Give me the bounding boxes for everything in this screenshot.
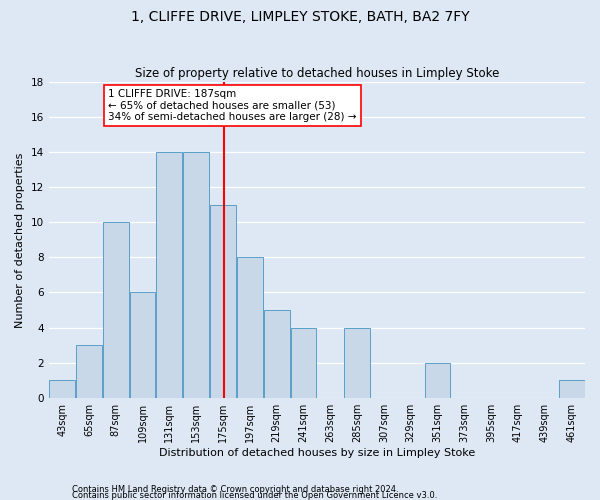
Text: Contains public sector information licensed under the Open Government Licence v3: Contains public sector information licen… [72,490,437,500]
Y-axis label: Number of detached properties: Number of detached properties [15,152,25,328]
Text: Contains HM Land Registry data © Crown copyright and database right 2024.: Contains HM Land Registry data © Crown c… [72,484,398,494]
Bar [425,362,451,398]
Bar [237,258,263,398]
Bar [559,380,584,398]
Bar [49,380,75,398]
Bar [263,310,290,398]
Bar [210,205,236,398]
X-axis label: Distribution of detached houses by size in Limpley Stoke: Distribution of detached houses by size … [159,448,475,458]
Bar [157,152,182,398]
Bar [344,328,370,398]
Bar [183,152,209,398]
Bar [103,222,128,398]
Text: 1, CLIFFE DRIVE, LIMPLEY STOKE, BATH, BA2 7FY: 1, CLIFFE DRIVE, LIMPLEY STOKE, BATH, BA… [131,10,469,24]
Text: 1 CLIFFE DRIVE: 187sqm
← 65% of detached houses are smaller (53)
34% of semi-det: 1 CLIFFE DRIVE: 187sqm ← 65% of detached… [109,89,357,122]
Bar [76,345,102,398]
Bar [130,292,155,398]
Bar [290,328,316,398]
Title: Size of property relative to detached houses in Limpley Stoke: Size of property relative to detached ho… [134,66,499,80]
